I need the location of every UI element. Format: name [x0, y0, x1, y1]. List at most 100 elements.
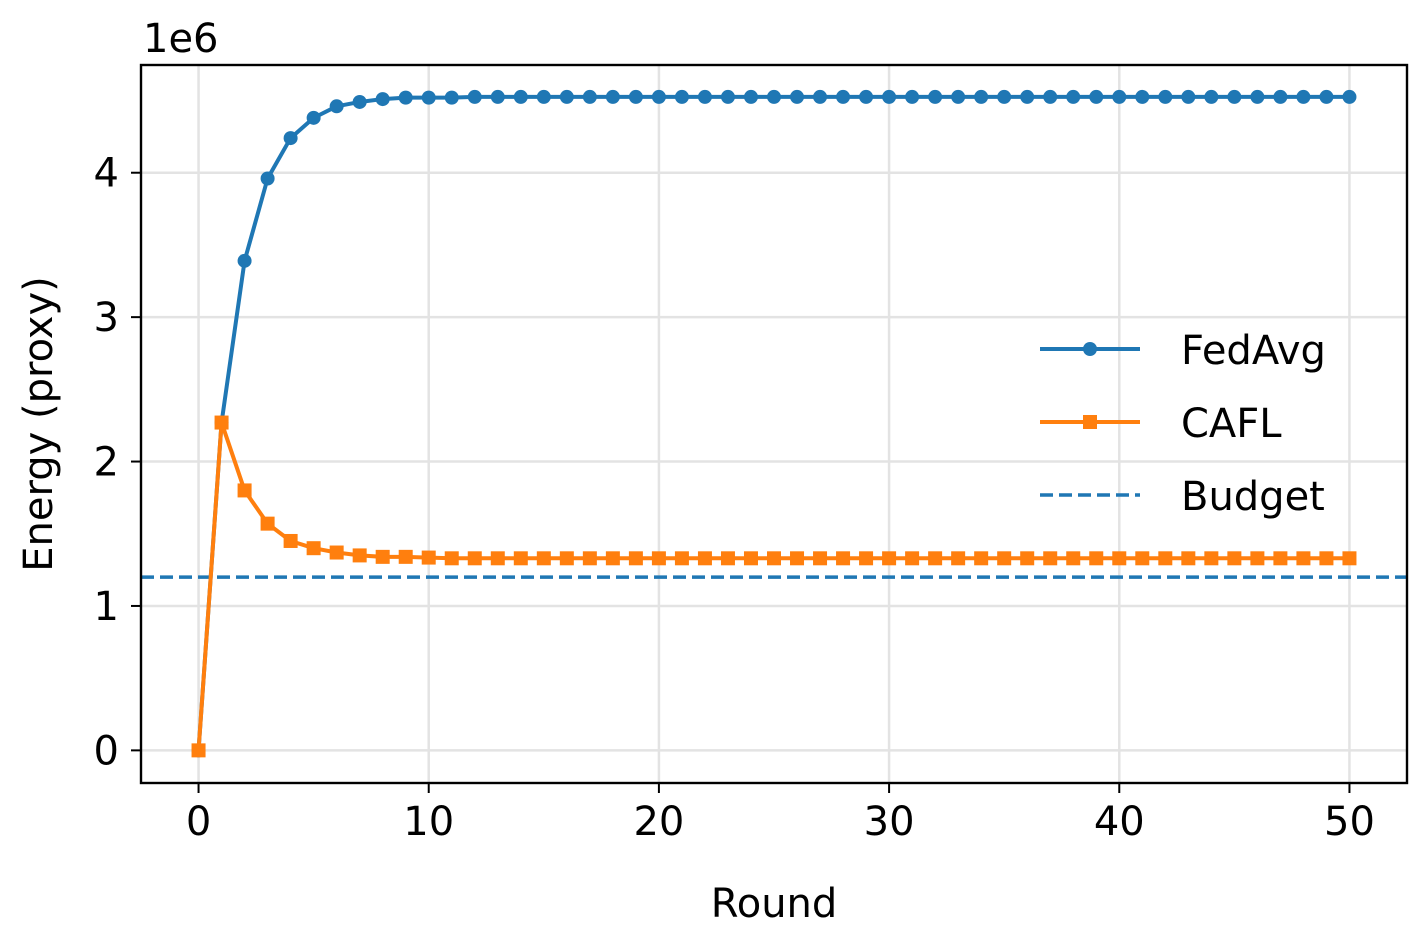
fedavg-point [905, 89, 920, 104]
fedavg-point [790, 89, 805, 104]
cafl-point [1319, 551, 1334, 566]
cafl-point [836, 551, 851, 566]
fedavg-point [1089, 89, 1104, 104]
cafl-point [905, 551, 920, 566]
cafl-point [928, 551, 943, 566]
fedavg-point [1066, 89, 1081, 104]
fedavg-point [329, 99, 344, 114]
y-tick-label: 2 [94, 440, 119, 486]
fedavg-point [767, 89, 781, 104]
legend-item-cafl: CAFL [1040, 401, 1282, 447]
x-tick-label: 20 [633, 799, 684, 845]
fedavg-point [720, 89, 735, 104]
fedavg-point [260, 171, 275, 186]
cafl-point [1066, 551, 1081, 566]
cafl-point [1204, 551, 1219, 566]
fedavg-point [582, 89, 597, 104]
cafl-point [352, 548, 367, 563]
fedavg-point [1319, 89, 1334, 104]
cafl-point [1227, 551, 1242, 566]
y-tick-label: 0 [94, 728, 119, 774]
cafl-point [1273, 551, 1288, 566]
x-axis-label: Round [711, 881, 838, 927]
cafl-point [191, 743, 206, 758]
fedavg-point [375, 92, 390, 107]
cafl-point [398, 549, 413, 564]
fedavg-point [651, 89, 666, 104]
fedavg-point [1135, 89, 1150, 104]
cafl-point [214, 415, 229, 430]
fedavg-line [196, 94, 1350, 751]
cafl-point [444, 551, 459, 566]
cafl-point [1342, 551, 1357, 566]
fedavg-point [628, 89, 643, 104]
fedavg-point [1112, 89, 1127, 104]
fedavg-point [836, 89, 851, 104]
legend-label: CAFL [1181, 401, 1282, 447]
cafl-point [559, 551, 574, 566]
axes-frame [139, 63, 1409, 785]
cafl-point [283, 533, 298, 548]
fedavg-point [1227, 89, 1242, 104]
legend-marker [1083, 342, 1097, 356]
cafl-point [306, 541, 321, 556]
cafl-point [697, 551, 712, 566]
y-tick-label: 3 [94, 295, 119, 341]
legend-label: FedAvg [1181, 328, 1326, 374]
series-layer [191, 89, 1357, 758]
cafl-point [467, 551, 482, 566]
legend-marker [1083, 415, 1097, 429]
cafl-point [651, 551, 666, 566]
fedavg-point [1158, 89, 1173, 104]
cafl-point [1296, 551, 1311, 566]
cafl-point [1135, 551, 1150, 566]
x-tick-label: 0 [186, 799, 211, 845]
fedavg-point [1296, 89, 1311, 104]
fedavg-point [559, 89, 574, 104]
fedavg-point [283, 131, 298, 146]
cafl-point [951, 551, 966, 566]
cafl-point [882, 551, 897, 566]
y-axis-label: Energy (proxy) [16, 276, 62, 572]
x-tick-label: 30 [864, 799, 915, 845]
cafl-point [513, 551, 528, 566]
fedavg-point [444, 90, 459, 105]
cafl-point [1181, 551, 1196, 566]
fedavg-point [237, 253, 252, 268]
cafl-point [720, 551, 735, 566]
y-offset-label: 1e6 [143, 16, 219, 62]
fedavg-point [398, 90, 413, 105]
fedavg-point [1204, 89, 1219, 104]
x-tick-label: 50 [1324, 799, 1375, 845]
fedavg-point [1342, 89, 1357, 104]
fedavg-point [997, 89, 1012, 104]
cafl-point [329, 545, 344, 560]
fedavg-point [421, 90, 436, 105]
y-tick-label: 4 [94, 151, 119, 197]
fedavg-point [674, 89, 689, 104]
fedavg-point [513, 89, 528, 104]
cafl-point [790, 551, 805, 566]
cafl-point [536, 551, 551, 566]
legend-item-budget: Budget [1040, 474, 1325, 520]
legend-label: Budget [1181, 474, 1325, 520]
cafl-point [237, 483, 252, 498]
fedavg-point [859, 89, 874, 104]
legend-item-fedavg: FedAvg [1040, 328, 1326, 374]
cafl-point [813, 551, 828, 566]
cafl-line [196, 420, 1350, 751]
fedavg-point [536, 89, 551, 104]
x-tick-label: 40 [1094, 799, 1145, 845]
cafl-point [743, 551, 758, 566]
cafl-point [375, 549, 390, 564]
cafl-point [1020, 551, 1035, 566]
fedavg-point [352, 94, 367, 109]
cafl-point [1089, 551, 1104, 566]
fedavg-point [306, 110, 321, 125]
cafl-point [997, 551, 1012, 566]
cafl-point [1112, 551, 1127, 566]
fedavg-point [951, 89, 966, 104]
fedavg-point [467, 89, 482, 104]
fedavg-point [1181, 89, 1196, 104]
